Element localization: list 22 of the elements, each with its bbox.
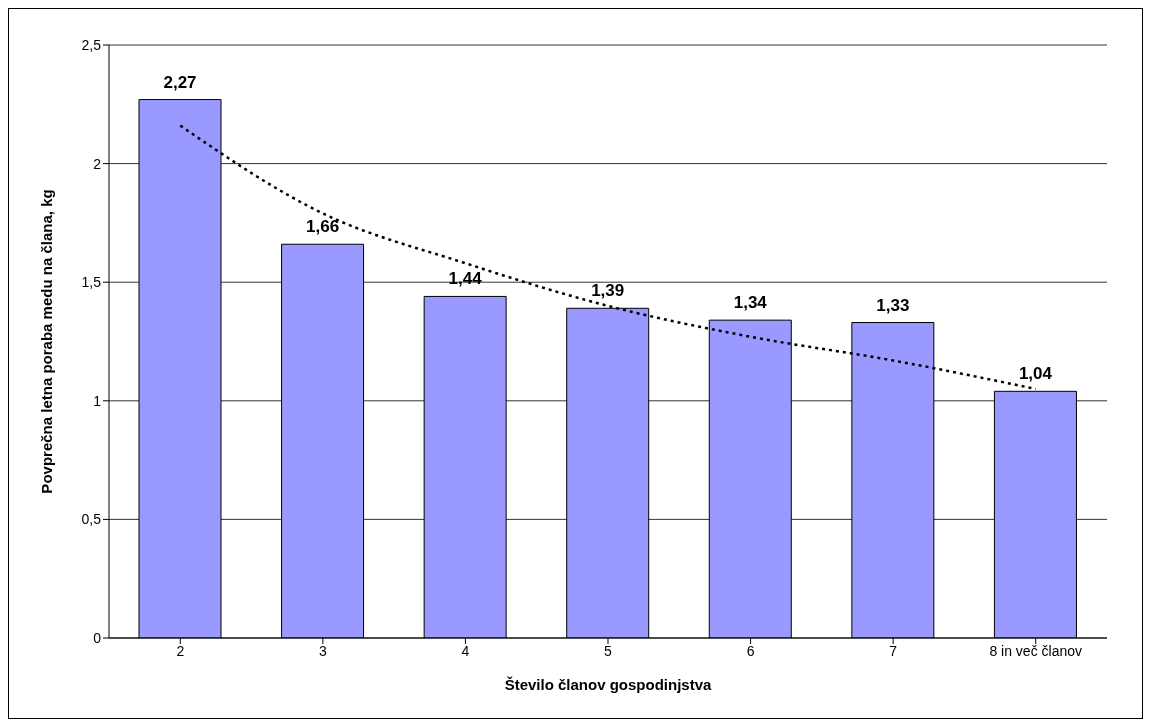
y-tick-label: 1,5: [81, 274, 102, 291]
x-tick-label: 3: [318, 642, 327, 659]
y-tick-label: 1: [93, 392, 102, 409]
data-label: 1,39: [591, 281, 625, 301]
data-label: 1,66: [306, 217, 340, 237]
data-label: 2,27: [163, 72, 197, 92]
data-label: 1,34: [733, 293, 768, 313]
x-tick-label: 6: [746, 642, 755, 659]
x-tick-label: 7: [889, 642, 898, 659]
x-tick-label: 2: [176, 642, 185, 659]
data-label: 1,44: [448, 269, 483, 289]
y-tick-label: 2: [93, 155, 102, 172]
data-label: 1,04: [1018, 364, 1053, 384]
x-axis-title: Število članov gospodinjstva: [504, 676, 713, 693]
y-tick-label: 2,5: [81, 36, 102, 53]
x-tick-label: 4: [461, 642, 470, 659]
y-tick-label: 0: [93, 629, 102, 646]
y-axis-title: Povprečna letna poraba medu na člana, kg: [38, 189, 56, 494]
x-tick-label: 5: [604, 642, 613, 659]
x-tick-label: 8 in več članov: [989, 642, 1083, 659]
data-label: 1,33: [876, 295, 910, 315]
y-tick-label: 0,5: [81, 511, 102, 528]
